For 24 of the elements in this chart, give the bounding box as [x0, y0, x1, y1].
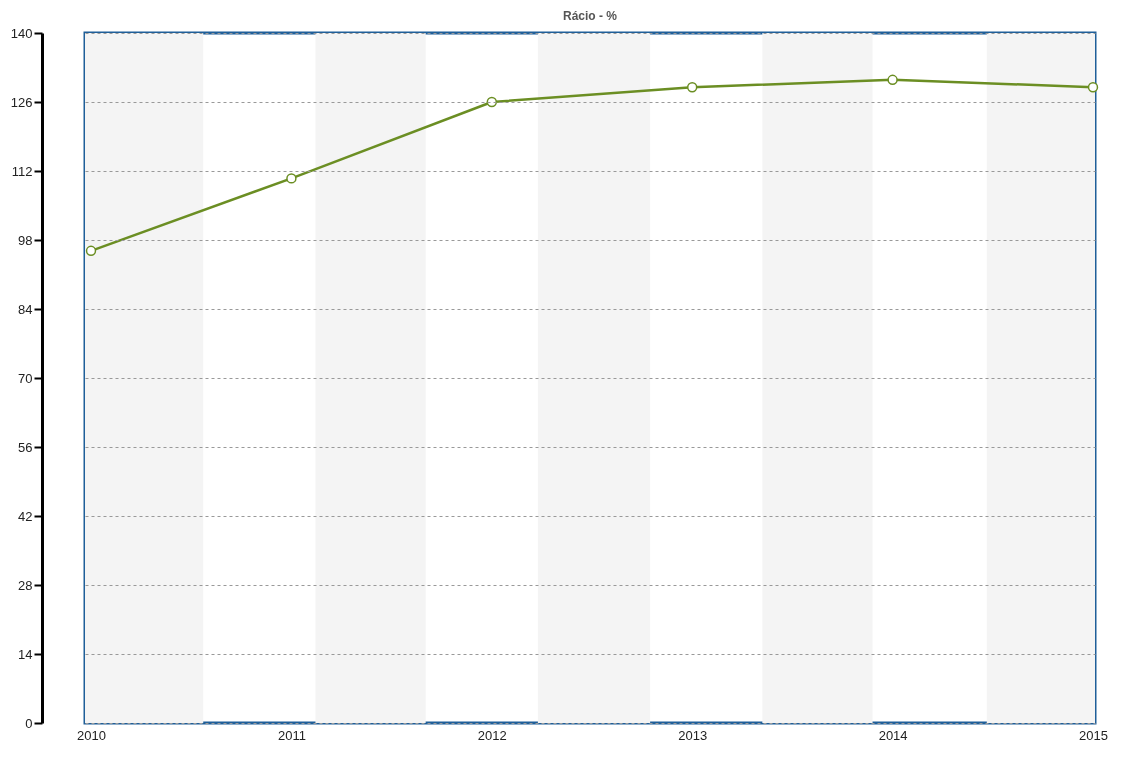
x-tick-label: 2015 — [1079, 727, 1108, 743]
x-tick-label: 2011 — [277, 727, 306, 743]
y-tick-label: 14 — [18, 646, 33, 662]
point — [85, 245, 97, 257]
x-tick-label: 2014 — [878, 727, 908, 743]
x-tick-label: 2010 — [77, 727, 106, 743]
y-tick-label: 28 — [18, 577, 33, 593]
y-tick-label: 140 — [10, 25, 33, 41]
point — [286, 173, 297, 184]
point — [486, 96, 498, 108]
point — [1087, 82, 1099, 93]
chart-title: Rácio - % — [562, 9, 618, 23]
x-tick-label: 2013 — [678, 727, 708, 743]
y-tick-label: 0 — [25, 715, 33, 731]
y-tick-label: 126 — [10, 94, 33, 110]
y-tick-label: 70 — [18, 370, 33, 386]
point — [686, 82, 698, 93]
y-tick-label: 84 — [18, 301, 33, 317]
x-tick-label: 2012 — [477, 727, 507, 743]
y-tick-label: 42 — [18, 508, 33, 524]
y-tick-label: 98 — [18, 232, 33, 248]
y-tick-label: 56 — [18, 439, 33, 455]
y-tick-label: 112 — [11, 163, 33, 179]
point — [887, 74, 898, 86]
